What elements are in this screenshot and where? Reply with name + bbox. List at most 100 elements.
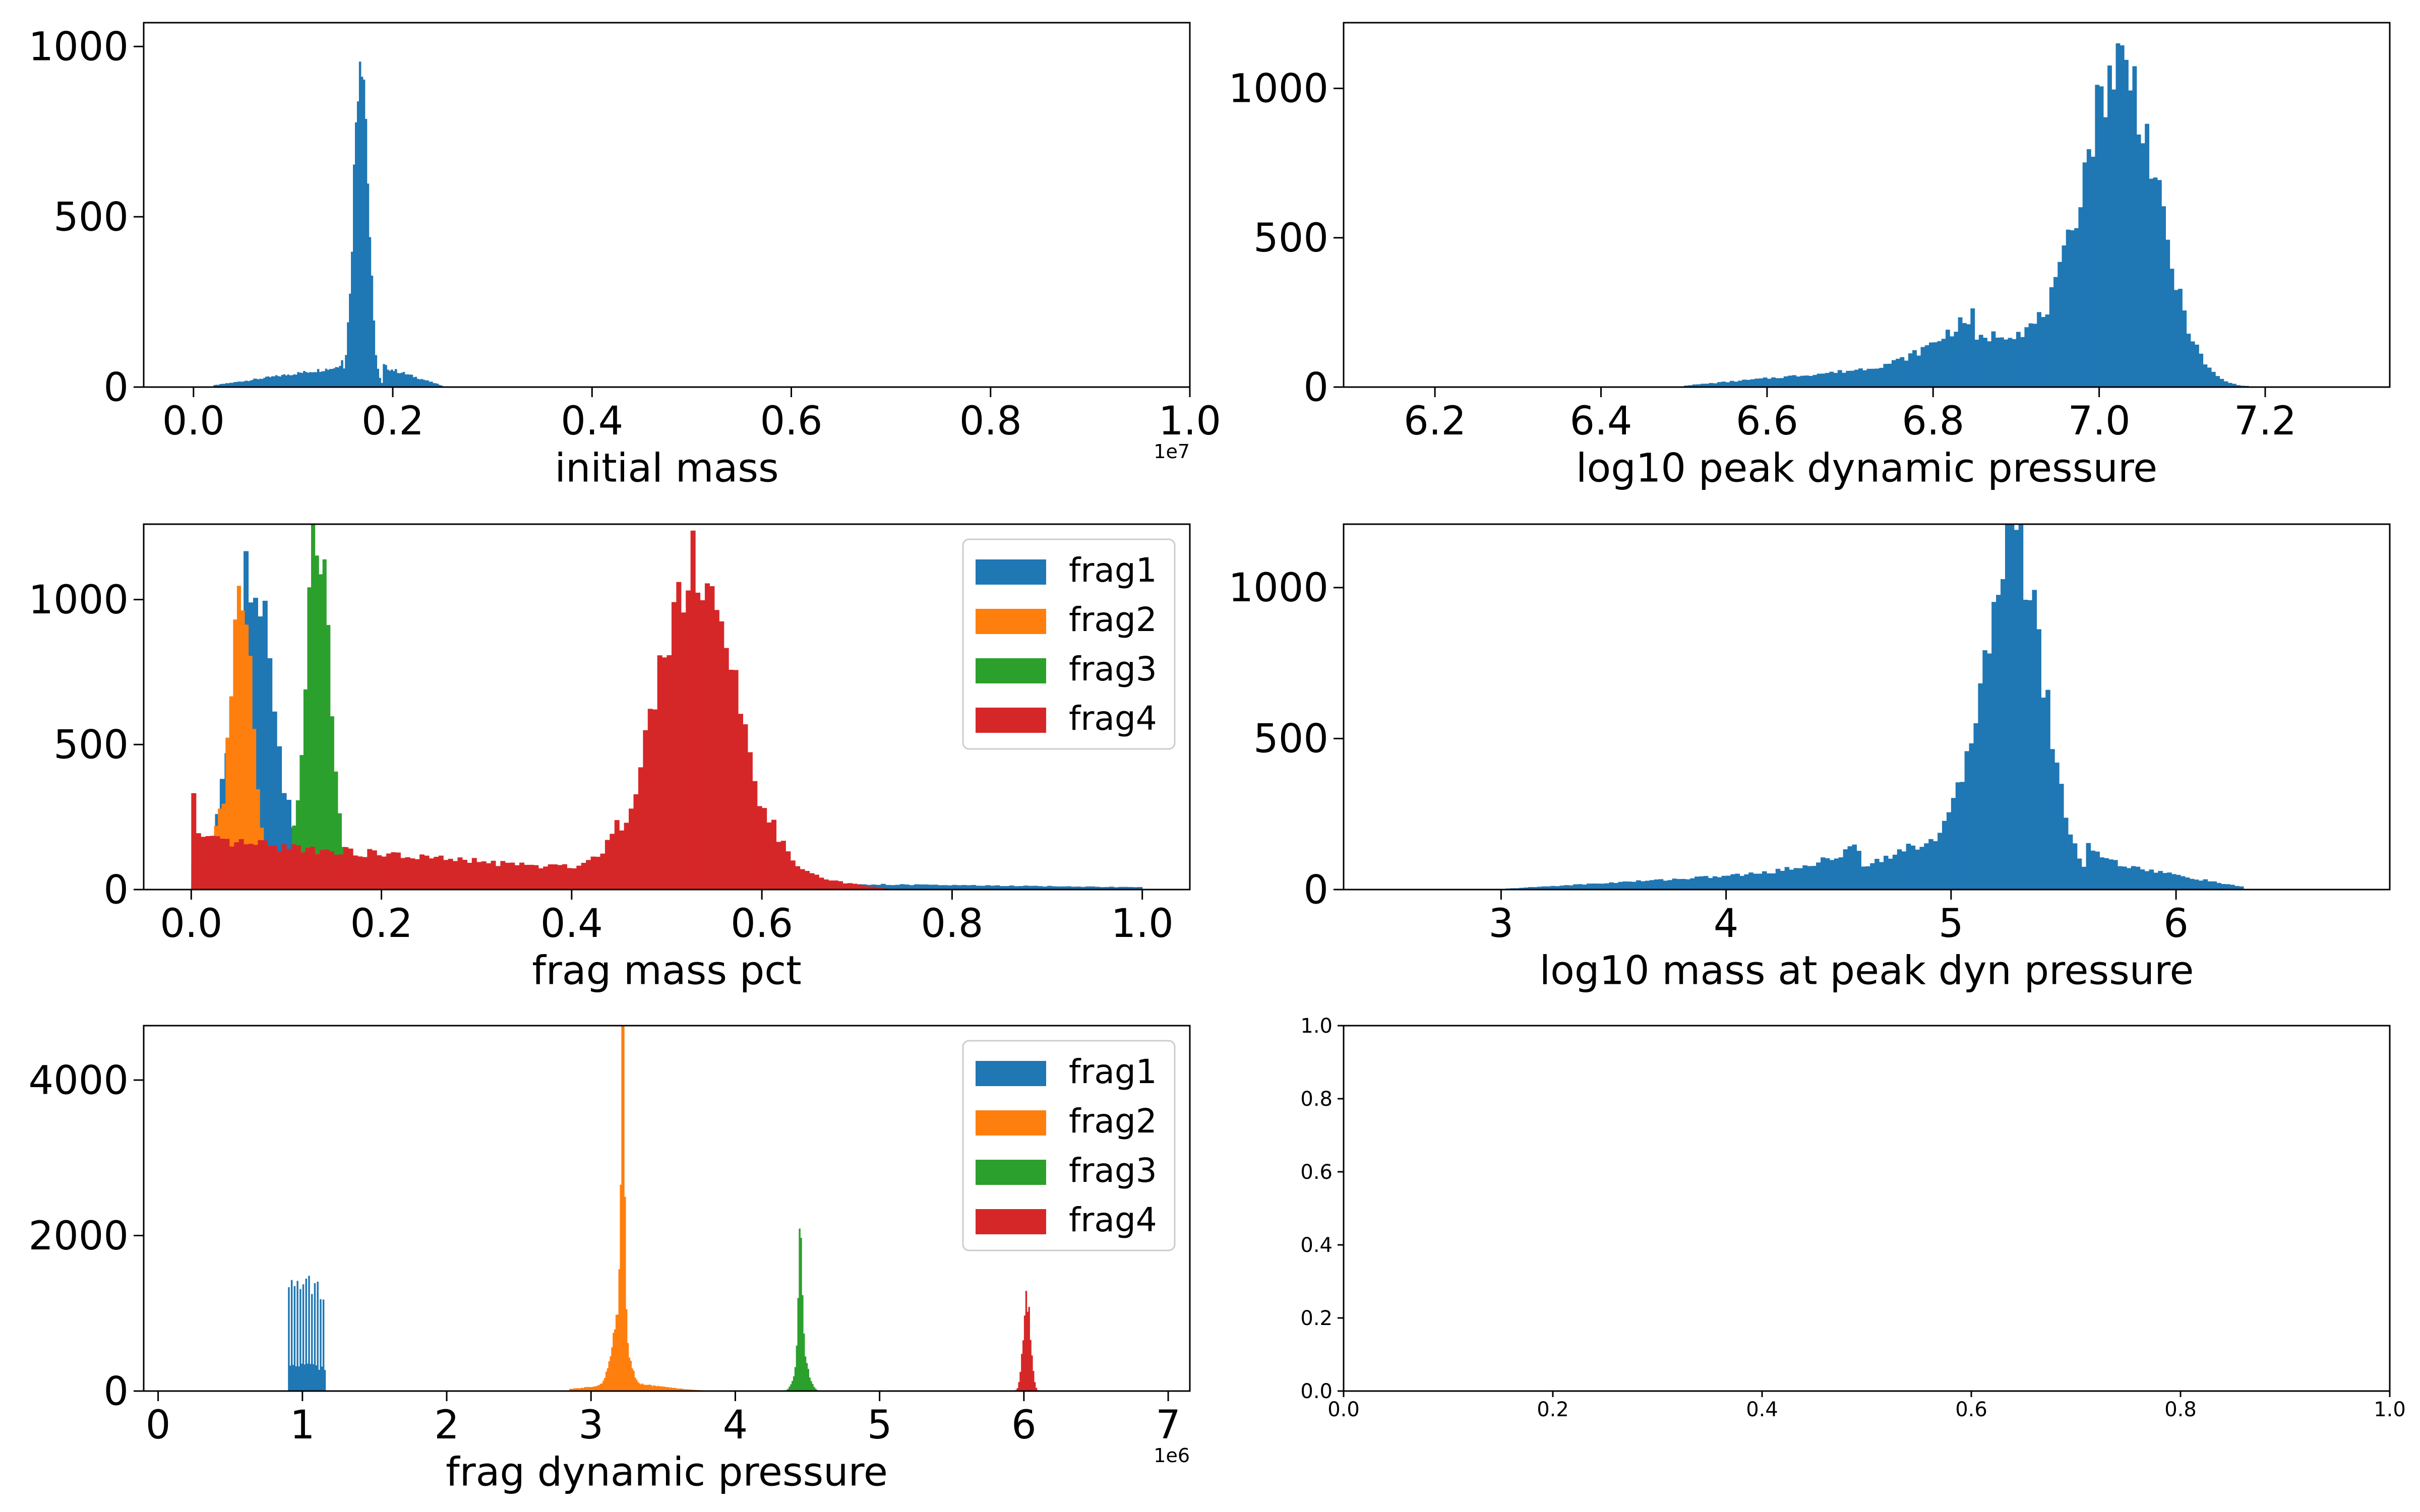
hist-bar	[338, 854, 344, 890]
hist-bar	[311, 372, 314, 387]
hist-bar	[240, 610, 245, 890]
hist-bar	[1663, 880, 1668, 890]
hist-bar	[646, 1384, 648, 1391]
hist-bar	[1837, 370, 1842, 387]
hist-bar	[2095, 85, 2100, 387]
hist-bar	[2181, 876, 2186, 890]
hist-bar	[575, 1388, 577, 1391]
hist-bar	[320, 1299, 322, 1391]
hist-bar	[244, 844, 249, 890]
hist-bar	[2095, 851, 2100, 890]
hist-bar	[414, 376, 417, 387]
hist-bar	[317, 1281, 319, 1391]
hist-bar	[2162, 873, 2167, 890]
hist-bar	[1861, 866, 1866, 890]
hist-bar	[2111, 89, 2116, 387]
x-tick-label: 6.6	[1736, 399, 1798, 444]
hist-bar	[396, 373, 399, 387]
hist-bar	[2190, 341, 2195, 387]
hist-bar	[1933, 342, 1938, 387]
hist-bar	[876, 888, 881, 890]
hist-bar	[2070, 230, 2075, 387]
hist-bar	[1887, 363, 1892, 387]
hist-bar	[1901, 851, 1907, 890]
hist-bar	[308, 1276, 310, 1391]
series-counts	[1684, 43, 2266, 388]
hist-bar	[2081, 866, 2087, 890]
x-tick-label: 0.6	[1955, 1398, 1987, 1421]
hist-bar	[1999, 337, 2004, 387]
hist-bar	[638, 767, 643, 890]
hist-bar	[794, 1367, 797, 1391]
hist-bar	[2161, 206, 2166, 387]
hist-bar	[2199, 353, 2204, 387]
hist-bar	[416, 379, 419, 387]
hist-bar	[303, 689, 308, 890]
hist-bar	[1974, 340, 1979, 387]
series-frag3	[780, 1228, 824, 1391]
hist-bar	[265, 376, 268, 387]
hist-bar	[427, 380, 429, 387]
hist-bar	[2203, 879, 2208, 890]
hist-bar	[1858, 368, 1863, 387]
hist-bar	[592, 1387, 594, 1391]
hist-bar	[295, 374, 297, 387]
hist-bar	[395, 369, 397, 387]
hist-bar	[1658, 879, 1664, 890]
hist-bar	[1916, 355, 1921, 387]
x-axis-label: log10 mass at peak dyn pressure	[1539, 949, 2194, 994]
hist-bar	[235, 382, 238, 387]
hist-bar	[377, 368, 379, 387]
hist-bar	[408, 374, 411, 387]
hist-bar	[1541, 886, 1547, 890]
hist-bar	[1937, 341, 1942, 387]
hist-bar	[2225, 884, 2230, 890]
hist-bar	[286, 799, 291, 890]
hist-bar	[219, 839, 225, 890]
hist-bar	[1910, 845, 1916, 890]
hist-bar	[462, 859, 467, 890]
hist-bar	[2045, 314, 2050, 387]
hist-bar	[582, 1388, 584, 1391]
hist-bar	[919, 884, 924, 890]
hist-bar	[1978, 335, 1983, 387]
hist-bar	[814, 874, 819, 890]
hist-bar	[866, 887, 872, 890]
hist-bar	[2227, 383, 2232, 387]
hist-bar	[1030, 1340, 1032, 1391]
hist-bar	[310, 847, 316, 890]
hist-bar	[1627, 881, 1632, 890]
hist-bar	[301, 372, 304, 387]
hist-bar	[1879, 367, 1884, 387]
hist-bar	[1951, 798, 1956, 890]
hist-bar	[1850, 370, 1855, 387]
hist-bar	[293, 1286, 296, 1391]
hist-bar	[310, 1364, 312, 1391]
hist-bar	[733, 670, 739, 890]
legend-label-frag1: frag1	[1069, 1052, 1157, 1091]
x-tick-label: 4	[1714, 901, 1739, 947]
hist-bar	[2059, 784, 2064, 890]
hist-bar	[312, 1364, 315, 1391]
hist-bar	[2099, 86, 2104, 388]
hist-bar	[1900, 357, 1905, 387]
hist-bar	[637, 1382, 639, 1391]
x-offset-label: 1e7	[1154, 440, 1190, 463]
hist-bar	[2036, 629, 2041, 890]
x-tick-label: 0.2	[1537, 1398, 1569, 1421]
hist-bar	[319, 850, 325, 890]
hist-bar	[467, 862, 472, 890]
hist-bar	[533, 865, 539, 890]
hist-bar	[402, 372, 405, 387]
hist-bar	[664, 1387, 667, 1391]
hist-bar	[2234, 886, 2240, 890]
hist-bar	[1874, 858, 1880, 890]
hist-bar	[2104, 858, 2109, 890]
hist-bar	[1742, 380, 1747, 387]
hist-bar	[1090, 886, 1095, 890]
hist-bar	[251, 380, 254, 387]
hist-bar	[495, 866, 501, 890]
hist-bar	[1969, 743, 1974, 890]
hist-bar	[267, 846, 273, 890]
hist-bar	[543, 866, 549, 890]
